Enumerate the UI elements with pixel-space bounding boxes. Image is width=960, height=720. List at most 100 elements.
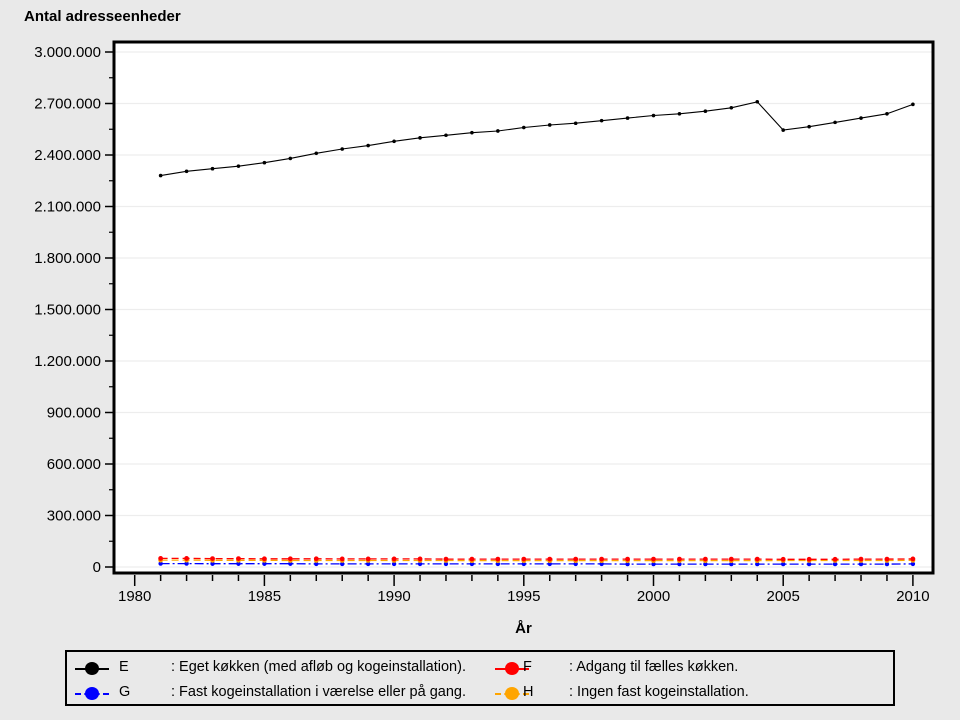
data-point-G [755,561,760,567]
data-point-F [184,556,189,561]
data-point-E [392,139,396,144]
y-tick-label: 1.500.000 [34,302,101,319]
data-point-G [443,561,449,567]
data-point-G [210,561,215,566]
legend-marker-F-icon [495,662,529,676]
x-tick-label: 1990 [377,588,410,605]
x-tick-label: 2005 [767,588,800,605]
y-tick-label: 1.800.000 [34,250,101,267]
data-point-F [806,556,812,562]
data-point-E [651,113,656,118]
x-tick-label: 1995 [507,588,540,605]
y-tick-label: 0 [93,559,101,576]
data-point-F [287,556,293,562]
series-line-F [160,557,913,560]
data-point-F [339,556,345,562]
data-point-E [885,112,889,116]
data-point-G [677,561,682,567]
data-point-G [340,561,345,567]
data-point-E [807,124,811,129]
data-point-E [729,105,734,110]
data-point-F [365,556,371,562]
data-point-F [262,556,267,562]
data-point-G [184,561,189,566]
data-point-E [314,151,319,156]
data-point-F [469,556,475,562]
data-point-F [651,556,656,562]
data-point-F [210,556,215,561]
data-point-E [599,118,604,123]
data-point-F [702,556,708,562]
legend-key-F: F [523,659,532,675]
legend-marker-G-icon [75,687,109,701]
line-chart: 0 300.000 600.000 900.000 1.200.000 1.500.000… [34,40,935,605]
data-point-F [832,556,838,562]
data-point-E [340,147,345,151]
data-point-E [262,160,267,165]
data-point-E [236,164,241,168]
x-tick-label: 2010 [896,588,929,605]
x-tick-label: 1980 [118,588,151,605]
data-point-F [780,556,786,562]
data-point-G [910,561,916,567]
data-point-E [911,102,915,107]
data-point-G [703,561,708,567]
y-tick-label: 300.000 [47,508,101,525]
y-tick-label: 1.200.000 [34,353,101,370]
plot-area [114,42,933,573]
data-point-G [158,561,163,566]
data-point-F [754,556,760,562]
legend-key-H: H [523,684,534,700]
data-point-F [599,556,605,562]
legend-desc-F: : Adgang til fælles køkken. [569,659,739,675]
y-tick-label: 600.000 [47,456,101,473]
data-point-F [884,556,890,562]
data-point-E [288,156,293,161]
data-point-E [781,128,785,132]
data-point-G [884,561,890,567]
data-point-E [444,133,448,138]
data-point-G [858,561,864,567]
y-tick-label: 2.700.000 [34,96,101,113]
data-point-F [391,556,397,562]
data-point-F [728,556,734,562]
data-point-G [391,561,397,567]
data-point-G [547,561,552,567]
data-point-G [599,561,604,567]
data-point-G [729,561,734,567]
data-point-F [521,556,527,562]
data-point-E [859,116,863,120]
data-point-F [547,556,553,562]
series-line-G [160,562,913,565]
data-point-E [703,109,708,114]
data-point-G [832,561,838,567]
y-tick-label: 900.000 [47,405,101,422]
data-point-F [417,556,423,562]
data-point-G [495,561,501,567]
data-point-G [365,561,371,567]
legend-desc-H: : Ingen fast kogeinstallation. [569,684,749,700]
data-point-E [418,136,422,140]
data-point-E [210,166,215,171]
data-point-F [677,556,682,562]
data-point-G [806,561,812,567]
data-point-F [495,556,501,562]
y-tick-label: 2.100.000 [34,199,101,216]
data-point-E [496,129,500,133]
data-point-G [573,561,578,567]
data-point-G [521,561,526,567]
legend-desc-G: : Fast kogeinstallation i værelse eller … [171,684,466,700]
legend-marker-E-icon [75,662,109,676]
data-point-F [158,556,164,561]
data-point-E [547,123,552,127]
data-point-F [625,556,630,562]
x-axis-label: År [515,620,532,637]
data-point-E [470,130,474,135]
legend: E : Eget køkken (med afløb og kogeinstal… [65,650,895,706]
data-point-G [625,561,630,567]
data-point-E [366,143,370,148]
legend-key-G: G [119,684,131,700]
data-point-G [417,561,423,567]
data-point-E [184,169,189,174]
series-line-E [160,101,914,177]
